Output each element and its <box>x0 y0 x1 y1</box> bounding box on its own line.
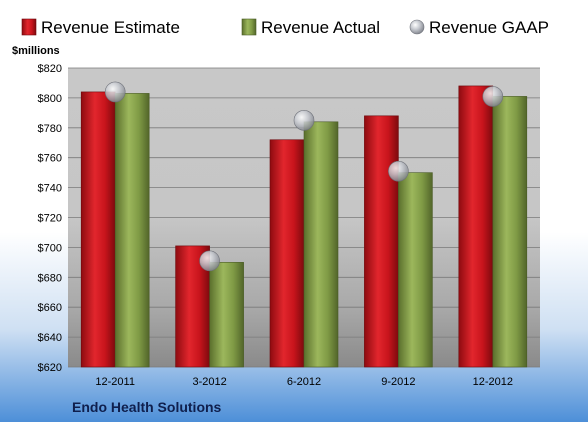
gaap-markers <box>104 81 504 272</box>
legend-swatch-2 <box>409 19 425 35</box>
y-tick-label: $640 <box>38 332 62 344</box>
bar-actual-6-2012 <box>303 121 339 368</box>
bar-actual-12-2012 <box>492 96 528 368</box>
legend-swatch-0 <box>21 18 37 36</box>
chart-title: Endo Health Solutions <box>72 399 222 415</box>
y-tick-label: $620 <box>38 362 62 374</box>
y-tick-label: $820 <box>38 63 62 75</box>
y-tick-label: $680 <box>38 272 62 284</box>
bar-estimate-12-2011 <box>80 91 116 368</box>
y-tick-label: $700 <box>38 242 62 254</box>
legend-label-0: Revenue Estimate <box>41 18 180 37</box>
bar-actual-12-2011 <box>114 93 150 368</box>
x-tick-label: 12-2012 <box>473 376 513 388</box>
gaap-marker-12-2011 <box>104 81 126 103</box>
y-tick-label: $720 <box>38 213 62 225</box>
gaap-marker-12-2012 <box>482 86 504 107</box>
x-tick-label: 9-2012 <box>381 376 415 388</box>
legend-label-2: Revenue GAAP <box>429 18 549 37</box>
legend-swatch-1 <box>241 18 257 36</box>
x-tick-label: 3-2012 <box>192 376 226 388</box>
gaap-marker-6-2012 <box>293 110 315 131</box>
bar-estimate-9-2012 <box>364 115 399 368</box>
bar-estimate-6-2012 <box>269 139 305 368</box>
y-tick-label: $740 <box>38 183 62 195</box>
legend: Revenue Estimate Revenue Actual Revenue GA… <box>21 18 549 37</box>
gaap-marker-9-2012 <box>388 160 409 182</box>
x-tick-labels: 12-2011 3-2012 6-2012 9-2012 12-2012 <box>95 376 513 388</box>
legend-label-1: Revenue Actual <box>261 18 380 37</box>
y-tick-labels: $620 $640 $660 $680 $700 $720 $740 $760 $780 $800… <box>38 63 62 374</box>
y-tick-label: $800 <box>38 93 62 105</box>
x-tick-label: 6-2012 <box>287 376 321 388</box>
x-tick-label: 12-2011 <box>95 376 135 388</box>
y-axis-label: $millions <box>12 45 60 57</box>
bars <box>80 85 528 368</box>
gaap-marker-3-2012 <box>199 250 220 272</box>
bar-actual-3-2012 <box>209 262 244 368</box>
y-tick-label: $760 <box>38 153 62 165</box>
y-tick-label: $660 <box>38 302 62 314</box>
bar-estimate-12-2012 <box>458 85 494 368</box>
y-tick-label: $780 <box>38 123 62 135</box>
bar-actual-9-2012 <box>398 172 433 368</box>
